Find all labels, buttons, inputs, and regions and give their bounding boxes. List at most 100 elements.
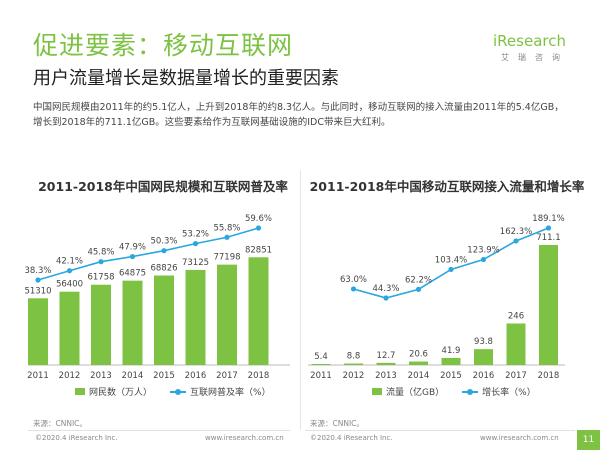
legend-line-label: 互联网普及率（%） [190,388,271,398]
line-point [513,238,519,244]
line-point [129,253,136,260]
bar [344,363,363,365]
line-swatch [170,388,187,395]
footer-rule-right [305,430,575,431]
line-point [224,234,230,240]
bar-value-label: 73125 [182,258,209,268]
bar [539,245,558,365]
line-value-label: 123.9% [467,246,499,256]
bar-swatch [75,388,85,395]
x-tick-label: 2017 [505,371,527,381]
logo-main-text: iResearch [493,32,566,50]
chart-2-source: 来源：CNNIC。 [310,419,364,428]
footer-rule-left [28,430,290,431]
x-tick-label: 2013 [90,371,112,381]
footer-url-right[interactable]: www.iresearch.com.cn [480,434,559,442]
x-tick-label: 2011 [27,371,49,381]
chart-2-title: 2011-2018年中国移动互联网接入流量和增长率 [309,179,585,194]
x-tick-label: 2014 [408,371,430,381]
footer-url-left[interactable]: www.iresearch.com.cn [205,434,284,442]
chart-2-legend: 流量（亿GB） 增长率（%） [372,385,536,398]
x-tick-label: 2011 [310,371,332,381]
line-value-label: 62.2% [405,275,432,285]
line-value-label: 162.3% [500,227,532,237]
bar-value-label: 8.8 [347,352,361,362]
bar [59,291,80,365]
bar [154,275,174,365]
bar-value-label: 20.6 [409,350,428,360]
bar [91,284,111,365]
x-tick-label: 2015 [153,371,175,381]
page-number: 11 [577,430,600,450]
line-value-label: 63.0% [340,275,367,285]
bar-value-label: 12.7 [377,351,396,361]
bar-value-label: 711.1 [536,233,560,243]
bar [122,280,143,365]
x-tick-label: 2014 [122,371,144,381]
legend-line-label: 增长率（%） [482,388,536,398]
bar-swatch [372,388,382,395]
bar-value-label: 51310 [24,286,51,296]
page-title: 促进要素：移动互联网 [33,31,294,60]
page-subtitle: 用户流量增长是数据量增长的重要因素 [33,68,339,89]
bar [311,364,331,365]
page-description: 中国网民规模由2011年的约5.1亿人，上升到2018年的约8.3亿人。与此同时… [33,102,564,128]
bar [185,269,206,365]
footer-copyright-right: ©2020.4 iResearch Inc. [310,434,393,442]
line-value-label: 103.4% [435,255,467,265]
bar-value-label: 5.4 [314,352,328,362]
line-value-label: 53.2% [182,230,209,240]
line-point [35,277,41,283]
line-value-label: 42.1% [56,257,83,267]
bar-value-label: 93.8 [474,337,493,347]
line-point [545,225,552,231]
line-swatch [462,388,479,395]
logo-sub-text: 艾瑞咨询 [501,53,569,62]
bar-value-label: 61758 [87,273,114,283]
chart-1-source: 来源：CNNIC。 [33,419,87,428]
x-tick-label: 2018 [248,371,270,381]
bar-value-label: 64875 [119,269,146,279]
chart-1-legend: 网民数（万人） 互联网普及率（%） [75,385,271,398]
line-point [66,268,73,274]
line-value-label: 189.1% [532,214,564,224]
bar [217,264,237,365]
bar [248,257,269,365]
line-value-label: 55.8% [213,223,240,233]
line-point [448,266,454,273]
legend-bar-label: 网民数（万人） [89,388,153,398]
bar-value-label: 41.9 [442,346,461,356]
x-tick-label: 2016 [473,371,495,381]
x-tick-label: 2012 [59,371,81,381]
line-value-label: 59.6% [245,214,272,224]
bar-value-label: 77198 [213,253,240,263]
bar-value-label: 56400 [56,280,83,290]
x-tick-label: 2016 [185,371,207,381]
line-value-label: 47.9% [119,243,146,253]
line-point [350,286,357,292]
line-point [255,225,262,231]
line-point [383,295,389,301]
bar-value-label: 82851 [245,245,272,255]
legend-bar-label: 流量（亿GB） [386,388,445,398]
x-tick-label: 2013 [375,371,397,381]
bar-value-label: 68826 [150,264,177,274]
chart-1-title: 2011-2018年中国网民规模和互联网普及率 [38,179,288,194]
bar [376,362,396,365]
x-tick-label: 2017 [216,371,238,381]
x-tick-label: 2015 [440,371,462,381]
bar [409,361,428,365]
footer-copyright-left: ©2020.4 iResearch Inc. [35,434,118,442]
bar [28,298,48,365]
line-point [98,259,104,265]
line-value-label: 44.3% [372,284,399,294]
chart-2: 5.4 2011 8.8 2012 12.7 2013 20.6 2014 41.9 2015 93… [308,214,565,381]
line-point [415,286,422,292]
x-tick-label: 2012 [343,371,365,381]
iresearch-logo: iResearch 艾瑞咨询 [493,32,573,70]
line-value-label: 45.8% [87,248,114,258]
bar [506,323,526,365]
chart-divider [300,170,301,430]
line-point [192,241,199,247]
series-line [37,227,259,281]
